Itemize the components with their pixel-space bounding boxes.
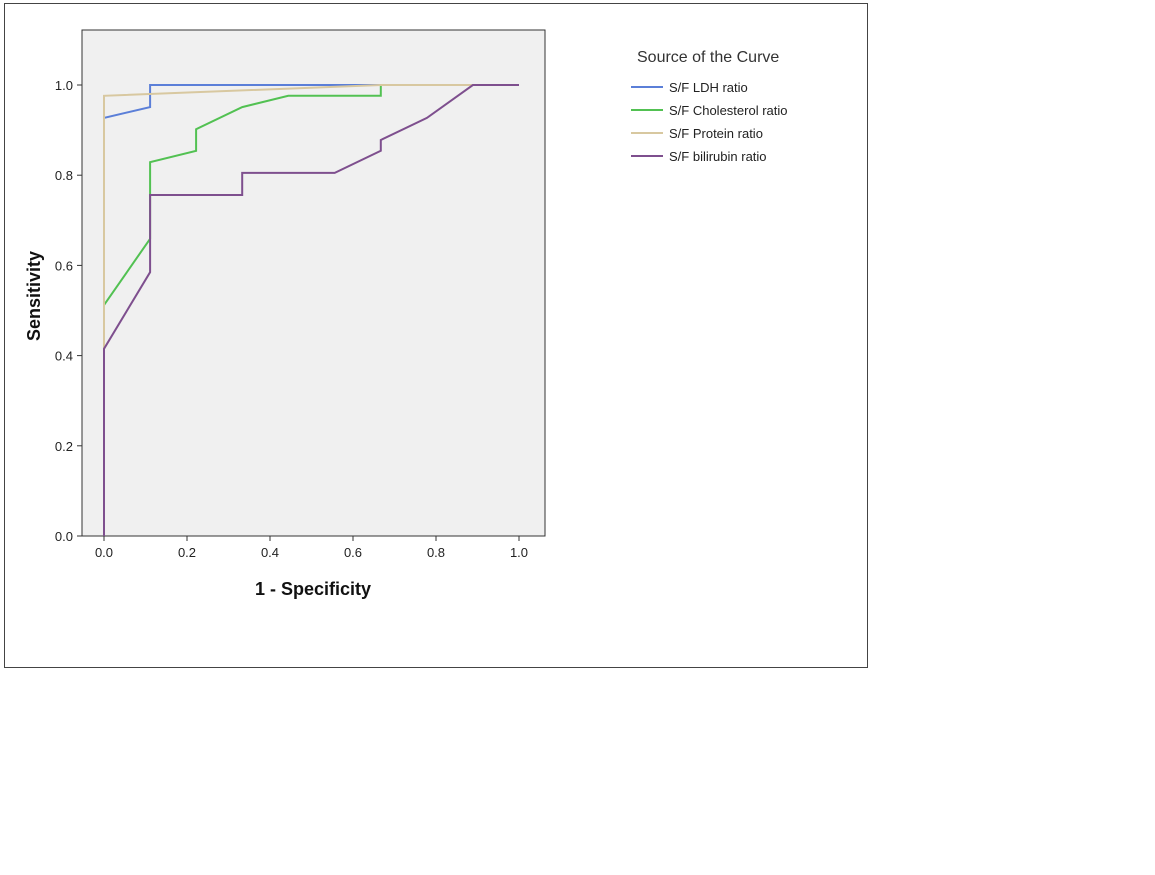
roc-curve-2 (103, 84, 519, 536)
y-tick-label: 0.8 (55, 168, 73, 183)
roc-curve-1 (103, 84, 519, 536)
x-tick-label: 0.8 (427, 545, 445, 560)
legend-label: S/F LDH ratio (669, 80, 748, 95)
y-tick-label: 0.4 (55, 349, 73, 364)
x-tick-label: 0.4 (261, 545, 279, 560)
x-tick-label: 0.0 (95, 545, 113, 560)
y-axis-label: Sensitivity (24, 251, 44, 341)
plot-area (81, 29, 546, 537)
x-axis-label: 1 - Specificity (255, 579, 371, 599)
roc-curve-3 (103, 84, 519, 536)
legend-label: S/F Cholesterol ratio (669, 103, 788, 118)
x-tick-label: 1.0 (510, 545, 528, 560)
legend-title: Source of the Curve (637, 49, 779, 66)
y-tick-label: 0.6 (55, 258, 73, 273)
legend-label: S/F Protein ratio (669, 126, 763, 141)
y-tick-label: 1.0 (55, 78, 73, 93)
y-tick-label: 0.0 (55, 529, 73, 544)
y-tick-label: 0.2 (55, 439, 73, 454)
x-tick-label: 0.2 (178, 545, 196, 560)
x-tick-label: 0.6 (344, 545, 362, 560)
legend: S/F LDH ratio S/F Cholesterol ratio S/F Pr… (631, 80, 788, 164)
legend-label: S/F bilirubin ratio (669, 149, 767, 164)
